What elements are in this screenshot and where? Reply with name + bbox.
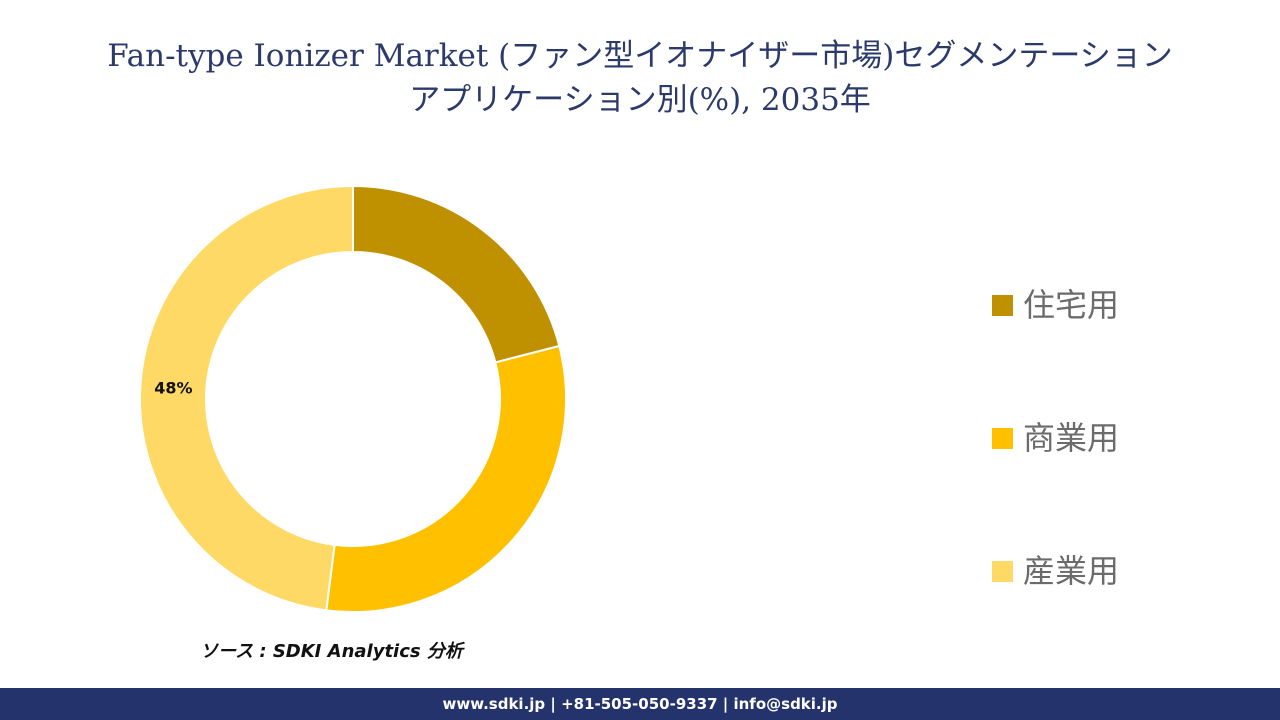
legend-label: 住宅用 xyxy=(1023,286,1120,324)
chart-title: Fan-type Ionizer Market (ファン型イオナイザー市場)セグ… xyxy=(0,34,1280,122)
donut-slice-1 xyxy=(352,184,561,364)
legend-label: 産業用 xyxy=(1023,552,1120,590)
donut-data-labels: 48% xyxy=(154,379,192,398)
donut-slices xyxy=(139,184,567,613)
source-note: ソース : SDKI Analytics 分析 xyxy=(200,641,463,662)
legend-swatch xyxy=(992,294,1013,316)
donut-data-label-3: 48% xyxy=(154,379,192,398)
footer-contact: www.sdki.jp | +81-505-050-9337 | info@sd… xyxy=(442,695,838,713)
legend-item-3: 産業用 xyxy=(992,546,1119,596)
legend-item-1: 住宅用 xyxy=(992,280,1119,330)
legend-item-2: 商業用 xyxy=(992,413,1119,463)
donut-slice-3 xyxy=(139,184,354,612)
footer-bar: www.sdki.jp | +81-505-050-9337 | info@sd… xyxy=(0,688,1280,720)
legend-label: 商業用 xyxy=(1023,419,1120,457)
donut-slice-2 xyxy=(325,344,567,613)
chart-title-line1: Fan-type Ionizer Market (ファン型イオナイザー市場)セグ… xyxy=(107,38,1173,74)
chart-title-line2: アプリケーション別(%), 2035年 xyxy=(409,82,871,118)
legend-swatch xyxy=(992,427,1013,449)
legend-swatch xyxy=(992,560,1013,582)
